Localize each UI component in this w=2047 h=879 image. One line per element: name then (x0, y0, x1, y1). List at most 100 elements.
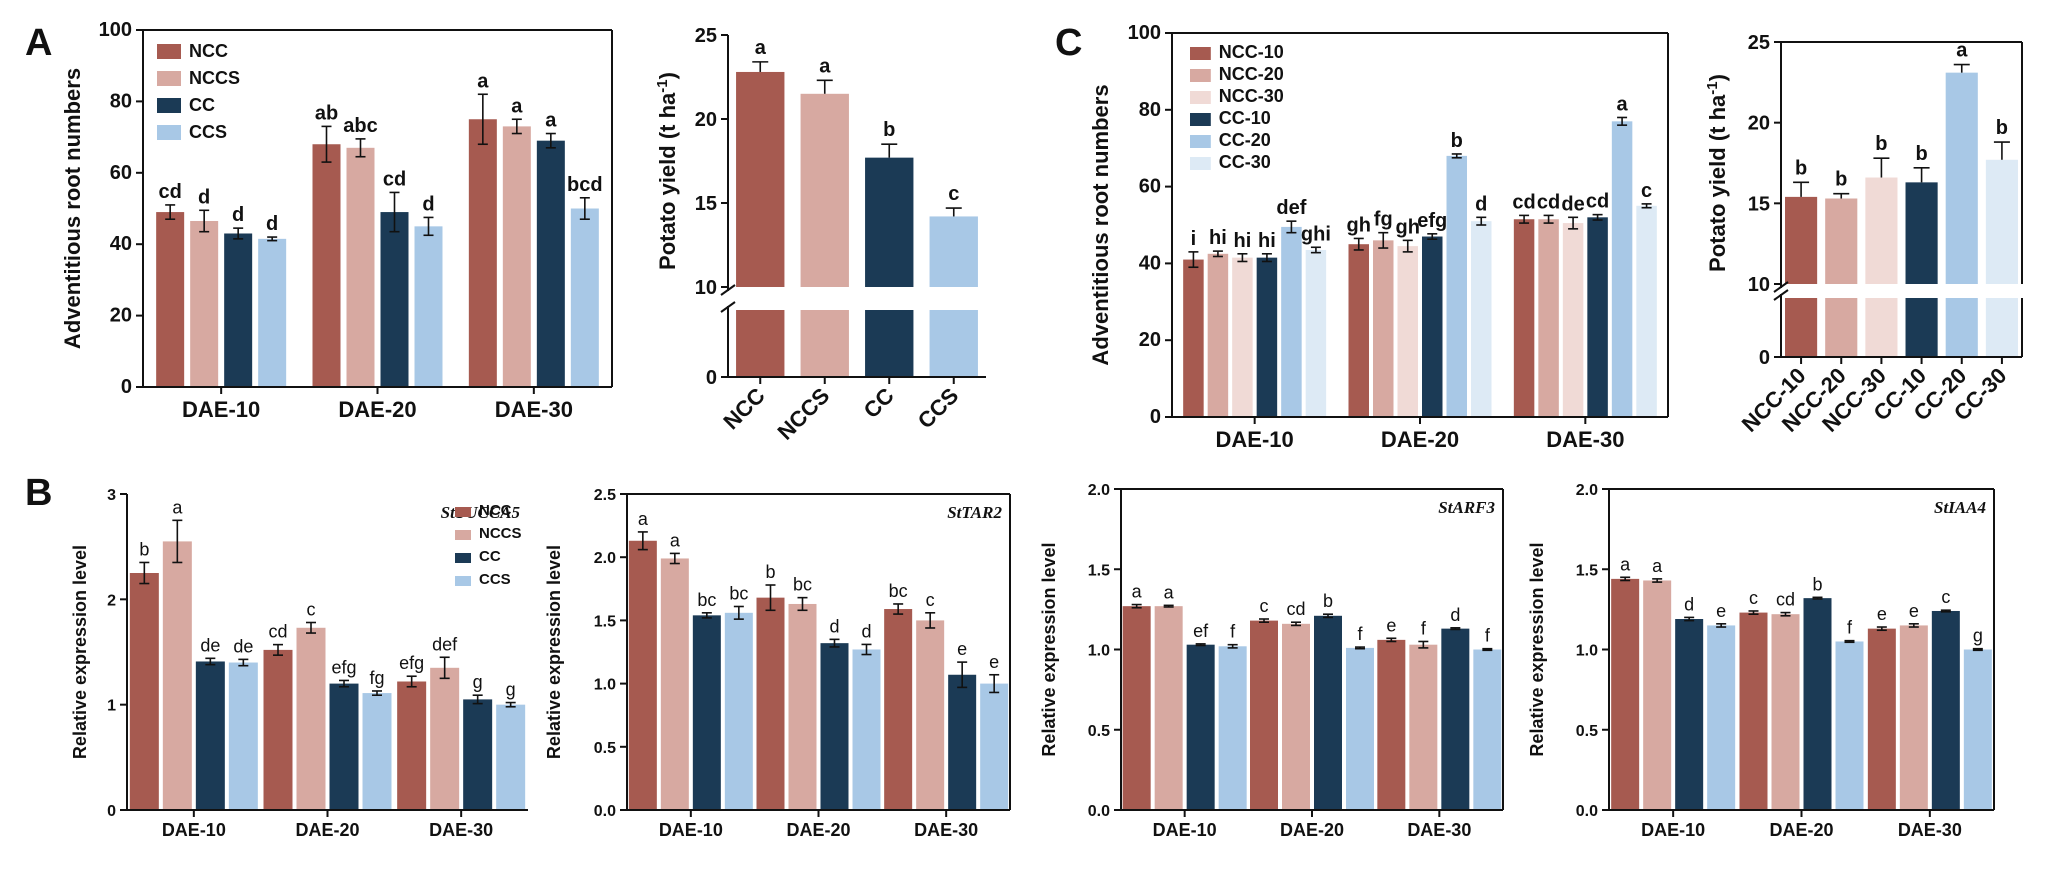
gene-name: StARF3 (1438, 498, 1495, 517)
significance-letter: d (266, 213, 278, 235)
bar-nccs-dae-10 (660, 558, 689, 810)
significance-letter: c (1749, 588, 1758, 608)
y-tick-label: 10 (1748, 274, 1770, 296)
bar-nccs-dae-20 (296, 627, 326, 810)
bar-cc-20 (1945, 72, 1978, 284)
legend-swatch (455, 530, 471, 540)
gene-name: StIAA4 (1934, 498, 1986, 517)
significance-letter: c (1941, 587, 1950, 607)
chart-B2: abbcabccbcdebcde0.00.51.01.52.02.5DAE-10… (544, 487, 1011, 840)
bar-ncc-10-lower (1785, 298, 1818, 357)
significance-letter: b (1451, 130, 1463, 152)
significance-letter: d (861, 621, 871, 641)
significance-letter: b (1835, 169, 1847, 191)
significance-letter: efg (331, 657, 356, 677)
x-tick-label: DAE-30 (495, 397, 573, 422)
y-tick-label: 20 (1748, 113, 1770, 135)
significance-letter: hi (1209, 227, 1227, 249)
x-tick-label: NCC (718, 383, 769, 434)
x-tick-label: DAE-30 (1898, 820, 1962, 840)
bar-ncc-20-dae-20 (1373, 240, 1394, 417)
significance-letter: a (670, 530, 681, 550)
y-tick-label: 1.0 (594, 677, 616, 694)
y-axis-label-main: Potato yield (t ha (655, 92, 680, 270)
legend-swatch (455, 553, 471, 563)
bar-nccs-dae-30 (502, 126, 531, 387)
legend-label: CC-30 (1219, 152, 1271, 172)
bar-ncc-20-lower (1825, 298, 1858, 357)
significance-letter: gh (1396, 216, 1420, 238)
bar-cc-20-dae-20 (1446, 155, 1467, 417)
significance-letter: a (638, 509, 649, 529)
bar-ncc-dae-10 (628, 540, 657, 810)
y-axis-label: Potato yield (t ha-1) (654, 72, 680, 270)
axis-break-mark (1773, 281, 1789, 293)
significance-letter: bc (793, 575, 812, 595)
y-axis-label-superscript: -1 (1704, 81, 1721, 94)
significance-letter: i (1191, 228, 1197, 250)
y-tick-label: 1.0 (1576, 643, 1598, 660)
significance-letter: b (1323, 591, 1333, 611)
panel-letter-b: B (25, 472, 52, 514)
bar-nccs-dae-10 (162, 541, 192, 810)
bar-ccs-lower (929, 310, 978, 377)
y-tick-label: 0 (1150, 406, 1161, 428)
legend-swatch (157, 98, 181, 113)
bar-cc-10-lower (1905, 298, 1938, 357)
bar-ncc-dae-30 (397, 681, 427, 810)
bar-ccs-dae-10 (724, 612, 753, 810)
significance-letter: e (1909, 601, 1919, 621)
y-tick-label: 40 (1139, 252, 1161, 274)
significance-letter: cd (383, 168, 406, 190)
bar-cc-dae-30 (536, 140, 565, 387)
bar-cc-dae-10 (195, 661, 225, 810)
y-axis-label: Adventitious root numbers (60, 68, 85, 349)
x-tick-label: DAE-20 (1381, 427, 1459, 452)
x-tick-label: DAE-20 (1769, 820, 1833, 840)
x-tick-label: DAE-20 (1280, 820, 1344, 840)
legend-swatch (157, 125, 181, 140)
bar-cc-30-dae-10 (1305, 249, 1327, 417)
bar-ncc-30 (1865, 177, 1898, 284)
bar-cc-dae-30 (463, 699, 493, 810)
significance-letter: a (1164, 582, 1175, 602)
y-tick-label: 100 (1128, 22, 1161, 44)
y-axis-label: Relative expression level (544, 545, 564, 759)
significance-letter: bc (729, 583, 748, 603)
significance-letter: fg (369, 668, 384, 688)
significance-letter: de (200, 635, 220, 655)
bar-cc-20-dae-10 (1281, 226, 1302, 417)
legend-label: CC-10 (1219, 108, 1271, 128)
bar-ncc-10-dae-30 (1513, 219, 1535, 417)
bar-ccs (929, 216, 978, 287)
bar-cc-dae-20 (380, 212, 409, 387)
y-axis-label-end: ) (1705, 74, 1730, 81)
bar-nccs-dae-30 (916, 620, 945, 810)
bar-ncc-dae-20 (1739, 612, 1768, 810)
bar-ncc-30-dae-20 (1397, 246, 1418, 417)
significance-letter: a (477, 70, 489, 92)
significance-letter: a (1132, 582, 1143, 602)
bar-ccs-dae-10 (228, 662, 258, 810)
bar-ncc-dae-30 (1377, 639, 1406, 810)
bar-ccs-dae-10 (1707, 625, 1736, 810)
significance-letter: bc (697, 590, 716, 610)
bar-cc-30-dae-20 (1471, 221, 1492, 417)
bar-nccs-dae-20 (346, 147, 375, 387)
y-axis-label-end: ) (655, 72, 680, 79)
significance-letter: a (172, 497, 183, 517)
axis-break-mark (720, 284, 736, 296)
bar-nccs-dae-30 (430, 667, 460, 810)
legend-swatch (1190, 91, 1211, 104)
legend-swatch (1190, 157, 1211, 170)
bar-ncc-dae-20 (1250, 620, 1278, 810)
y-tick-label: 60 (1139, 176, 1161, 198)
bar-cc-dae-10 (224, 233, 253, 387)
y-tick-label: 1.0 (1088, 643, 1110, 660)
bar-cc-dae-10 (692, 615, 721, 810)
bar-ncc-dae-10 (156, 212, 185, 387)
legend-label: NCC (189, 41, 228, 61)
significance-letter: efg (1417, 210, 1447, 232)
significance-letter: b (1795, 157, 1807, 179)
